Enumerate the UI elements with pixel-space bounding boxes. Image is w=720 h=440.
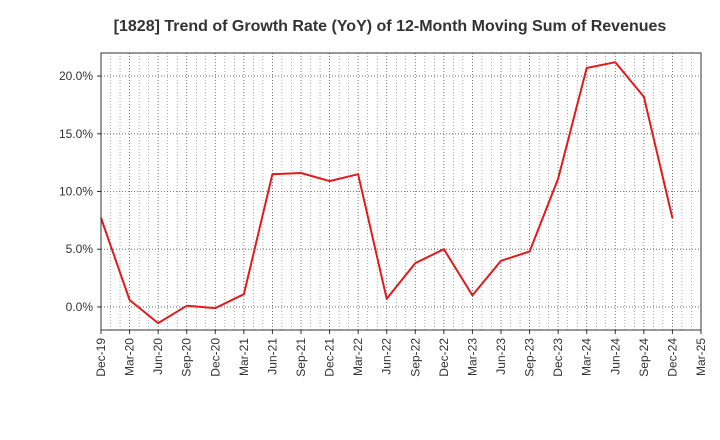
x-tick-label: Mar-25: [694, 338, 708, 376]
x-tick-label: Sep-20: [180, 338, 194, 377]
x-tick-label: Mar-22: [351, 338, 365, 376]
x-tick-label: Mar-23: [465, 338, 479, 376]
x-tick-label: Dec-21: [323, 338, 337, 377]
x-tick-label: Mar-21: [237, 338, 251, 376]
y-tick-label: 10.0%: [59, 185, 93, 199]
x-tick-label: Sep-23: [523, 338, 537, 377]
x-tick-label: Jun-21: [265, 338, 279, 375]
series-line: [100, 61, 674, 325]
x-axis: Dec-19 Mar-20 Jun-20 Sep-20 Dec-20 Mar-21 Jun-…: [94, 330, 708, 377]
x-tick-label: Sep-22: [408, 338, 422, 377]
x-tick-label: Dec-20: [208, 338, 222, 377]
x-tick-label: Sep-24: [637, 338, 651, 377]
y-tick-label: 20.0%: [59, 69, 93, 83]
chart-title: [1828] Trend of Growth Rate (YoY) of 12-…: [114, 18, 667, 35]
x-tick-label: Sep-21: [294, 338, 308, 377]
grid: [100, 53, 702, 330]
y-tick-label: 5.0%: [66, 242, 94, 256]
x-tick-label: Jun-24: [608, 338, 622, 375]
x-tick-label: Dec-19: [94, 338, 108, 377]
x-tick-label: Dec-23: [551, 338, 565, 377]
plot-frame: [100, 52, 702, 331]
x-tick-label: Jun-22: [380, 338, 394, 375]
y-axis: 0.0% 5.0% 10.0% 15.0% 20.0%: [59, 69, 101, 314]
x-tick-label: Dec-22: [437, 338, 451, 377]
x-tick-label: Mar-20: [123, 338, 137, 376]
y-tick-label: 0.0%: [66, 300, 94, 314]
x-tick-label: Dec-24: [665, 338, 679, 377]
series-layer: [100, 61, 674, 325]
y-tick-label: 15.0%: [59, 127, 93, 141]
x-tick-label: Jun-20: [151, 338, 165, 375]
x-tick-label: Jun-23: [494, 338, 508, 375]
x-tick-label: Mar-24: [580, 338, 594, 376]
